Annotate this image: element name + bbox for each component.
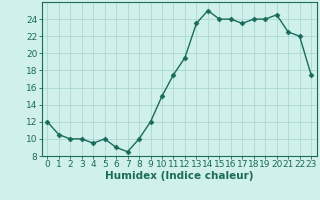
X-axis label: Humidex (Indice chaleur): Humidex (Indice chaleur): [105, 171, 253, 181]
